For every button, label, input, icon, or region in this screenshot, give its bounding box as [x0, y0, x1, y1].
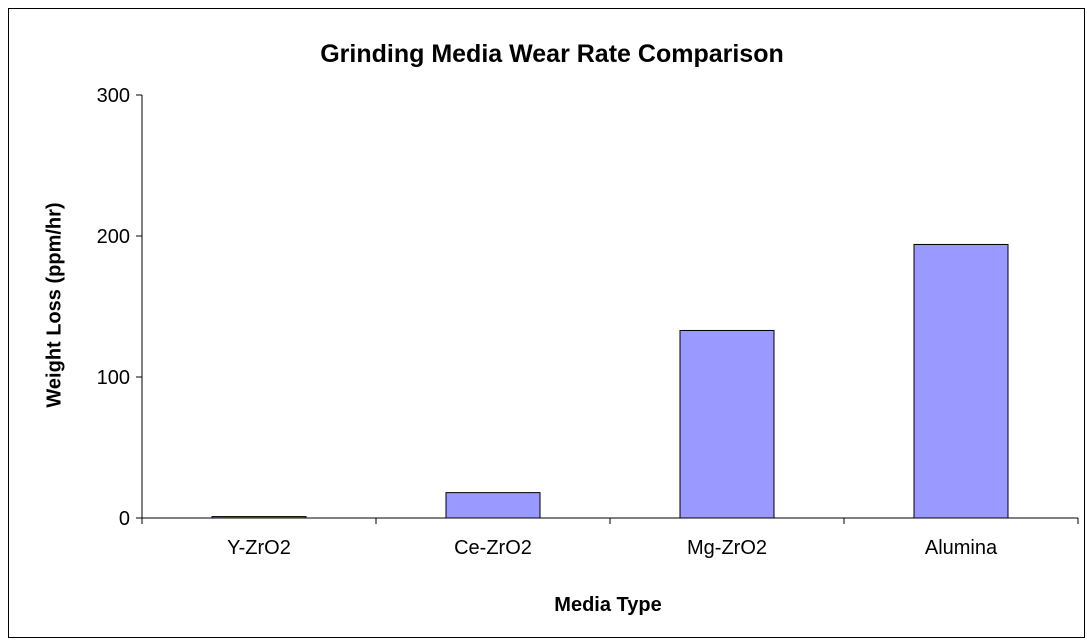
y-tick-label: 200: [97, 226, 130, 248]
y-tick-label: 0: [119, 508, 130, 530]
y-axis-title: Weight Loss (ppm/hr): [43, 202, 65, 407]
chart-title: Grinding Media Wear Rate Comparison: [320, 40, 784, 68]
chart-frame: [8, 8, 1085, 638]
x-tick-label: Y-ZrO2: [227, 537, 291, 559]
x-tick-label: Mg-ZrO2: [687, 537, 767, 559]
bar-alumina: [913, 243, 1009, 519]
x-tick-label: Alumina: [925, 537, 998, 559]
bar-mg-zro2: [679, 329, 775, 519]
plot-area: 0 100 200 300 Y-ZrO2 Ce-ZrO2 Mg-ZrO2 Alumina: [97, 85, 1079, 559]
x-tick-label: Ce-ZrO2: [454, 537, 532, 559]
bar-y-zro2: [211, 516, 307, 519]
y-tick-label: 100: [97, 367, 130, 389]
y-tick-label: 300: [97, 85, 130, 107]
x-axis-title: Media Type: [554, 594, 661, 616]
bar-ce-zro2: [445, 492, 541, 519]
